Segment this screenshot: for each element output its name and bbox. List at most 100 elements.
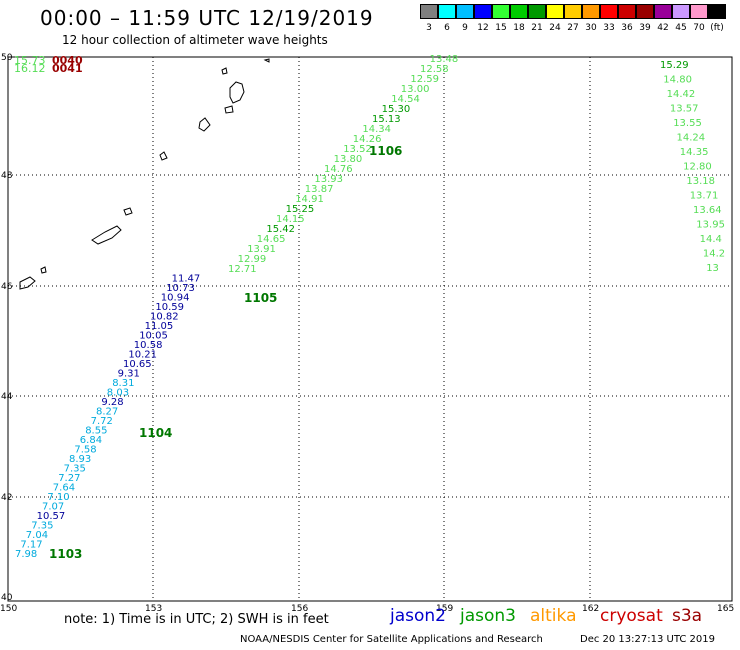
wave-height-value: 14.26 [353,134,382,145]
wave-height-value: 13 [706,263,719,274]
wave-height-value: 11.05 [145,321,174,332]
pass-label-1106: 1106 [369,144,402,158]
legend-swatches [420,4,726,19]
wave-height-value: 13.00 [401,84,430,95]
island-shape [221,67,228,75]
legend-label: 36 [621,23,633,33]
legend-swatch [528,4,546,19]
legend-swatch [618,4,636,19]
island-shape [40,266,47,274]
wave-height-value: 10.05 [139,331,168,342]
wave-height-value: 10.82 [150,312,179,323]
wave-height-value: 14.54 [391,94,420,105]
wave-height-value: 13.57 [670,104,699,115]
wave-height-value: 7.98 [15,549,37,560]
wave-height-value: 7.35 [64,464,86,475]
wave-height-value: 8.31 [112,378,134,389]
wave-height-value: 9.28 [101,397,123,408]
wave-height-value: 12.59 [410,74,439,85]
y-tick-label: 44 [1,392,13,402]
axis-labels: 150 153 156 159 162 165 50 48 46 44 42 40 [0,53,734,614]
legend-swatch [510,4,528,19]
generated-timestamp: Dec 20 13:27:13 UTC 2019 [580,634,715,645]
wave-height-value: 13.80 [334,154,363,165]
wave-height-value: 15.29 [660,60,689,71]
wave-height-value: 7.04 [26,530,48,541]
legend-swatch [456,4,474,19]
legend-label: (ft) [710,23,724,33]
wave-height-value: 6.84 [80,435,102,446]
wave-height-value: 13.48 [430,54,459,65]
satellite-name-s3a: s3a [672,606,703,626]
island-shape [198,117,211,132]
wave-height-value: 10.65 [123,359,152,370]
satellite-name-altika: altika [530,606,577,626]
wave-height-value: 10.59 [155,302,184,313]
legend-label: 21 [531,23,543,33]
legend-label: 42 [657,23,669,33]
wave-height-value: 10.57 [37,511,66,522]
coastline-outlines [19,58,270,290]
wave-height-value: 15.25 [286,204,315,215]
corner-value-1: 15.73 [14,54,46,67]
y-tick-label: 48 [1,171,13,181]
wave-height-value: 13.52 [343,144,372,155]
legend-label: 30 [585,23,597,33]
legend-label: 33 [603,23,615,33]
wave-height-value: 8.27 [96,407,118,418]
island-shape [263,58,270,63]
wave-height-value: 13.71 [690,191,719,202]
wave-height-value: 8.55 [85,426,107,437]
wave-height-value: 10.58 [134,340,163,351]
wave-height-value: 11.47 [172,274,201,285]
satellite-name-cryosat: cryosat [600,606,663,626]
wave-height-value: 7.17 [20,540,42,551]
island-shape [224,105,234,114]
map-title: 00:00 – 11:59 UTC 12/19/2019 [40,6,374,30]
legend-swatch [474,4,492,19]
corner-time-1: 0040 [52,54,83,67]
legend-swatch [438,4,456,19]
wave-height-value: 14.91 [295,194,324,205]
legend-swatch [564,4,582,19]
legend-labels: 3 6 9 12 15 18 21 24 27 30 33 36 39 42 45 70 (ft) [420,23,726,33]
wave-height-value: 14.35 [680,147,709,158]
x-tick-label: 150 [0,604,17,614]
legend-swatch [600,4,618,19]
map-subtitle: 12 hour collection of altimeter wave hei… [62,33,328,47]
legend-swatch [654,4,672,19]
agency-credit: NOAA/NESDIS Center for Satellite Applica… [240,634,543,645]
legend-label: 9 [462,23,468,33]
wave-height-value: 9.31 [118,369,140,380]
wave-height-value: 12.71 [228,264,257,275]
y-tick-label: 46 [1,282,13,292]
island-shape [123,207,133,216]
wave-height-value: 10.73 [166,283,195,294]
footer-note: note: 1) Time is in UTC; 2) SWH is in fe… [64,612,329,627]
wave-height-value: 7.07 [42,502,64,513]
wave-height-value: 15.42 [266,224,295,235]
pass-label-1105: 1105 [244,291,277,305]
wave-height-value: 14.24 [677,133,706,144]
legend-label: 39 [639,23,651,33]
wave-height-value: 12.58 [420,64,449,75]
wave-height-value: 13.95 [696,220,725,231]
grid-lines [8,57,732,601]
wave-height-value: 10.21 [128,350,157,361]
y-tick-label: 42 [1,493,12,503]
x-tick-label: 162 [582,604,599,614]
legend-swatch [492,4,510,19]
wave-height-value: 7.27 [58,473,80,484]
plot-frame [7,56,733,602]
wave-height-value: 13.18 [686,176,715,187]
island-shape [159,151,168,161]
wave-height-value: 14.2 [703,249,725,260]
wave-height-value: 14.34 [362,124,391,135]
island-shape [19,276,36,290]
wave-height-legend: 3 6 9 12 15 18 21 24 27 30 33 36 39 42 45 70 (ft) [420,4,726,33]
wave-height-value: 10.94 [161,293,190,304]
x-tick-label: 159 [436,604,453,614]
wave-height-value: 12.99 [238,254,267,265]
legend-label: 70 [693,23,705,33]
